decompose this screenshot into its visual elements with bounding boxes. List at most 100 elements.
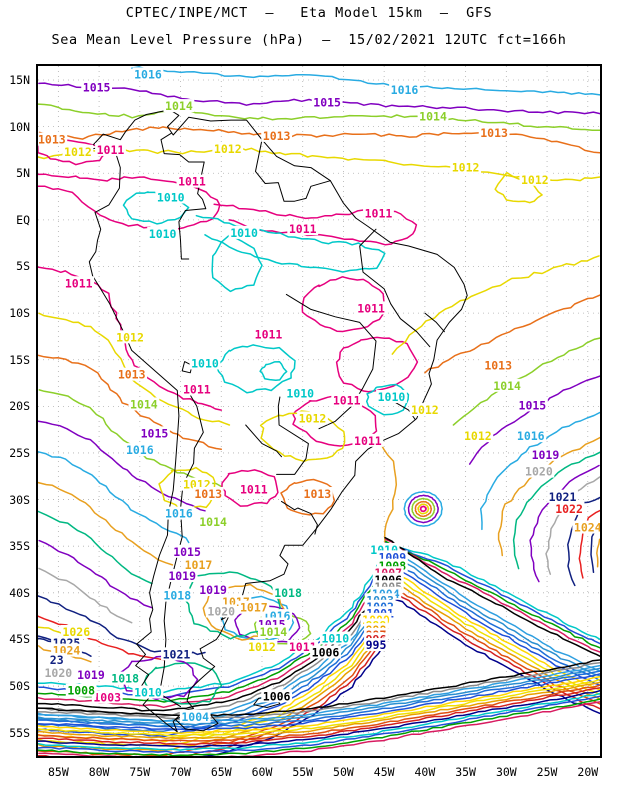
- contour-label: 1022: [553, 501, 585, 516]
- x-tick-label: 55W: [292, 765, 314, 779]
- contour-label: 1011: [287, 639, 319, 654]
- svg-text:1014: 1014: [260, 625, 288, 639]
- contour-line-1022: [38, 615, 165, 661]
- svg-text:1013: 1013: [263, 129, 291, 143]
- contour-label: 1010: [319, 631, 351, 646]
- x-tick-label: 80W: [88, 765, 110, 779]
- contour-label: 1012: [114, 330, 146, 344]
- contour-line-999: [38, 678, 600, 737]
- y-tick-label: 35S: [9, 539, 30, 554]
- svg-text:1024: 1024: [574, 521, 600, 535]
- contour-label: 1013: [116, 367, 148, 382]
- y-tick-label: 20S: [9, 399, 30, 414]
- contour-line-1010: [195, 214, 386, 273]
- coastline-path: [281, 500, 318, 535]
- contour-label: 1013: [301, 486, 333, 501]
- coastline-path: [424, 312, 445, 333]
- svg-text:1017: 1017: [240, 601, 268, 615]
- contour-line-1018: [512, 451, 600, 570]
- contour-line-1010: [259, 360, 288, 381]
- contour-label: 1024: [572, 520, 600, 535]
- svg-text:1016: 1016: [517, 429, 545, 443]
- contour-line-1008: [385, 540, 600, 649]
- y-tick-label: 25S: [9, 445, 30, 460]
- svg-text:1013: 1013: [484, 358, 512, 372]
- contour-line-996: [38, 634, 389, 756]
- y-tick-label: 45S: [9, 632, 30, 647]
- contour-label: 1020: [523, 464, 555, 479]
- contour-line-1015: [468, 375, 600, 465]
- svg-text:1012: 1012: [116, 330, 144, 344]
- svg-text:1020: 1020: [207, 604, 235, 618]
- contour-line-1010: [211, 233, 263, 293]
- chart-title-line-2: Sea Mean Level Pressure (hPa) — 15/02/20…: [51, 32, 567, 48]
- svg-text:1011: 1011: [333, 394, 361, 408]
- contour-label: 1016: [132, 67, 164, 81]
- svg-text:1020: 1020: [525, 465, 553, 479]
- svg-text:1011: 1011: [365, 206, 393, 220]
- contour-line-1021: [567, 496, 600, 587]
- svg-text:1011: 1011: [255, 328, 283, 342]
- contour-label: 1012: [519, 172, 551, 187]
- svg-text:1012: 1012: [214, 142, 242, 156]
- contour-label: 1014: [197, 514, 229, 529]
- contour-label: 1019: [197, 583, 229, 597]
- contour-line-1014: [38, 103, 600, 132]
- svg-text:1014: 1014: [199, 515, 227, 529]
- contour-label: 1019: [530, 447, 561, 462]
- y-tick-label: 55S: [9, 725, 30, 740]
- contour-line-1000: [38, 675, 600, 735]
- svg-text:1012: 1012: [64, 145, 92, 159]
- contour-label: 1021: [161, 647, 192, 661]
- svg-text:995: 995: [366, 638, 387, 652]
- contour-line-1008: [38, 698, 600, 756]
- svg-text:1011: 1011: [97, 143, 125, 157]
- contour-line-1002: [38, 670, 600, 729]
- contour-label: 1011: [63, 276, 95, 290]
- contour-line-1006: [384, 536, 600, 657]
- y-tick-label: EQ: [16, 212, 30, 227]
- y-tick-label: 15N: [9, 72, 30, 87]
- svg-text:1019: 1019: [199, 583, 227, 597]
- contour-line-1010: [38, 692, 600, 751]
- contour-line-996: [38, 687, 600, 746]
- contour-label: 1011: [287, 222, 319, 236]
- contour-label: 1016: [389, 83, 420, 97]
- contour-label: 1012: [212, 141, 244, 156]
- contour-label: 1012: [246, 639, 278, 654]
- contour-line-1013: [38, 354, 223, 450]
- x-tick-label: 65W: [210, 765, 232, 779]
- svg-text:1012: 1012: [299, 411, 327, 425]
- y-axis-labels: 15N 10N 5N EQ 5S 10S 15S 20S 25S 30S 35S 40S 45S 50S 5…: [0, 0, 36, 800]
- svg-text:1011: 1011: [357, 301, 385, 315]
- contour-label: 23: [48, 652, 65, 667]
- svg-text:1015: 1015: [83, 80, 111, 94]
- contour-line-998: [38, 681, 600, 740]
- svg-text:1021: 1021: [163, 647, 191, 661]
- svg-text:1013: 1013: [304, 487, 332, 501]
- svg-text:1011: 1011: [289, 222, 317, 236]
- contour-label: 1011: [253, 327, 284, 342]
- contour-line-1007: [385, 538, 600, 653]
- contour-label: 1012: [450, 160, 482, 175]
- contour-label: 1026: [60, 624, 92, 639]
- contour-label: 1008: [65, 683, 97, 698]
- svg-text:1014: 1014: [130, 397, 158, 411]
- contour-line-1014: [411, 497, 436, 520]
- contour-label: 1013: [478, 126, 510, 140]
- svg-text:1008: 1008: [67, 684, 95, 698]
- svg-text:1010: 1010: [191, 356, 219, 370]
- contour-line-1024: [596, 538, 600, 568]
- contour-label: 1011: [181, 382, 213, 397]
- coastline-path: [255, 139, 331, 202]
- svg-text:1011: 1011: [354, 434, 382, 448]
- contour-label: 1016: [124, 443, 156, 457]
- contour-label: 1011: [238, 482, 270, 496]
- contour-line-1009: [38, 695, 600, 754]
- svg-text:1011: 1011: [289, 640, 317, 654]
- svg-text:1016: 1016: [165, 507, 193, 521]
- contour-label: 1020: [42, 666, 74, 680]
- contour-line-995: [389, 593, 600, 715]
- svg-text:1013: 1013: [194, 487, 222, 501]
- contour-label: 1011: [331, 393, 363, 408]
